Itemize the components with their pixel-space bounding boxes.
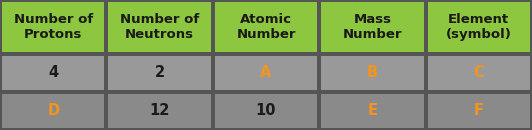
Text: 10: 10 bbox=[256, 103, 276, 118]
Bar bbox=[321, 2, 423, 52]
Bar bbox=[428, 94, 530, 128]
Bar bbox=[109, 94, 211, 128]
Text: Element
(symbol): Element (symbol) bbox=[446, 13, 512, 41]
Text: 2: 2 bbox=[154, 66, 165, 80]
Text: 4: 4 bbox=[48, 66, 59, 80]
Bar bbox=[428, 56, 530, 90]
Text: Number of
Protons: Number of Protons bbox=[14, 13, 93, 41]
Bar bbox=[215, 56, 317, 90]
Bar bbox=[215, 2, 317, 52]
Bar bbox=[2, 94, 104, 128]
Text: D: D bbox=[47, 103, 59, 118]
Text: F: F bbox=[474, 103, 484, 118]
Bar bbox=[2, 56, 104, 90]
Bar bbox=[321, 94, 423, 128]
Bar bbox=[109, 56, 211, 90]
Bar bbox=[2, 2, 104, 52]
Bar bbox=[109, 2, 211, 52]
Text: B: B bbox=[367, 66, 378, 80]
Text: C: C bbox=[473, 66, 484, 80]
Text: Number of
Neutrons: Number of Neutrons bbox=[120, 13, 199, 41]
Text: A: A bbox=[260, 66, 272, 80]
Text: Mass
Number: Mass Number bbox=[343, 13, 402, 41]
Bar bbox=[321, 56, 423, 90]
Bar bbox=[428, 2, 530, 52]
Text: Atomic
Number: Atomic Number bbox=[236, 13, 296, 41]
Bar bbox=[215, 94, 317, 128]
Text: 12: 12 bbox=[149, 103, 170, 118]
Text: E: E bbox=[368, 103, 377, 118]
